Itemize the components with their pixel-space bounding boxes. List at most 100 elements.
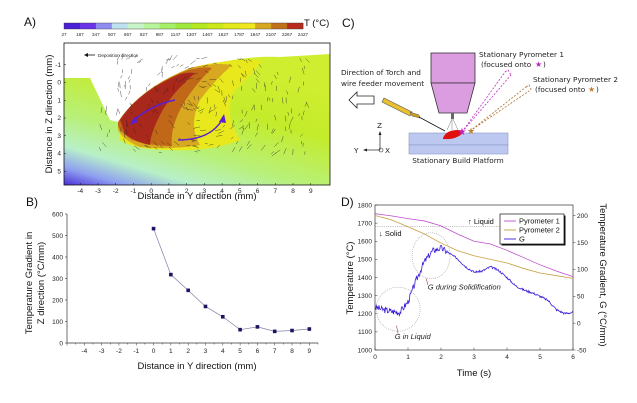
velocity-vector	[272, 128, 276, 134]
velocity-vector	[176, 63, 180, 67]
velocity-vector	[301, 67, 305, 75]
y-tick-label: 1800	[358, 202, 373, 209]
velocity-vector	[231, 80, 234, 87]
velocity-vector	[196, 106, 200, 109]
velocity-vector	[255, 132, 258, 137]
y-tick-label: 400	[52, 254, 63, 261]
panel-d-chart: 100011001200130014001500160017001800-500…	[358, 202, 589, 361]
x-tick-label: 2	[186, 348, 190, 355]
panel-b-ylabel-line1: Temperature Gradient in	[24, 232, 35, 334]
x-tick-label: 5	[238, 188, 242, 195]
x-tick-label: 4	[220, 188, 224, 195]
velocity-vector	[229, 63, 233, 68]
velocity-vector	[100, 107, 103, 113]
y2-tick-label: 50	[577, 294, 585, 301]
z-axis-arrow-icon	[378, 131, 382, 135]
velocity-vector	[255, 78, 260, 83]
x-tick-label: 1	[406, 354, 410, 361]
annotation-pointer	[425, 278, 429, 285]
velocity-vector	[253, 73, 259, 78]
y-tick-label: 1	[57, 97, 61, 104]
x-tick-label: 0	[373, 354, 377, 361]
x-tick-label: 9	[309, 188, 313, 195]
velocity-vector	[121, 53, 124, 60]
velocity-vector	[124, 80, 127, 88]
liquid-region-circle	[375, 286, 421, 332]
velocity-vector	[160, 140, 165, 145]
data-point	[272, 329, 277, 334]
x-tick-label: 7	[273, 348, 277, 355]
x-tick-label: 3	[204, 348, 208, 355]
colorbar-segment	[287, 23, 304, 29]
x-tick-label: -1	[133, 348, 139, 355]
pyrometer-1-label-line2: (focused onto	[481, 60, 532, 69]
velocity-vector	[148, 82, 151, 87]
velocity-vector	[238, 126, 243, 130]
velocity-vector	[129, 102, 133, 107]
velocity-vector	[244, 111, 248, 117]
pyrometer-1-star-icon: ★	[535, 60, 542, 69]
x-tick-label: 0	[152, 348, 156, 355]
velocity-vector	[281, 97, 284, 104]
colorbar-segment	[207, 23, 224, 29]
annotation-liquid: G in Liquid	[395, 332, 432, 341]
colorbar-segment	[127, 23, 144, 29]
build-platform-bottom	[408, 144, 509, 155]
velocity-vector	[163, 89, 167, 95]
velocity-vector	[268, 97, 271, 101]
velocity-vector	[99, 147, 102, 152]
velocity-vector	[168, 119, 173, 126]
velocity-vector	[232, 147, 236, 153]
axis-z-label: Z	[377, 121, 382, 130]
x-tick-label: -4	[81, 348, 87, 355]
y2-tick-label: 100	[577, 267, 588, 274]
velocity-vector	[204, 70, 209, 74]
y-tick-label: -1	[55, 62, 61, 69]
velocity-vector	[258, 64, 262, 68]
velocity-vector	[198, 108, 205, 112]
x-tick-label: 5	[538, 354, 542, 361]
colorbar-tick-label: 1467	[202, 32, 213, 37]
velocity-vector	[208, 106, 212, 114]
x-tick-label: -1	[131, 188, 137, 195]
velocity-vector	[215, 129, 221, 131]
velocity-vector	[99, 124, 103, 130]
panel-d-ylabel: Temperature (°C)	[345, 242, 356, 315]
direction-label-line2: wire feeder movement	[341, 79, 424, 88]
velocity-vector	[132, 148, 136, 152]
colorbar-tick-label: 987	[156, 32, 164, 37]
star-2-icon: ★	[467, 126, 475, 136]
velocity-vector	[281, 136, 284, 143]
velocity-vector	[193, 145, 197, 147]
panel-d-xlabel: Time (s)	[457, 368, 491, 379]
x-tick-label: 6	[256, 348, 260, 355]
x-tick-label: 2	[439, 354, 443, 361]
colorbar-segment	[191, 23, 208, 29]
y-tick-label: 500	[52, 233, 63, 240]
x-tick-label: 5	[238, 348, 242, 355]
velocity-vector	[256, 124, 259, 131]
velocity-vector	[237, 65, 241, 69]
velocity-vector	[196, 77, 201, 81]
x-tick-label: -4	[77, 188, 83, 195]
colorbar-tick-label: 1147	[171, 32, 181, 37]
velocity-vector	[271, 81, 273, 85]
velocity-vector	[171, 125, 176, 129]
velocity-vector	[241, 73, 247, 78]
axis-y-label: Y	[353, 146, 359, 155]
velocity-vector	[165, 57, 170, 64]
panel-b-xlabel: Distance in Y direction (mm)	[138, 361, 257, 372]
velocity-vector	[172, 54, 178, 60]
velocity-vector	[128, 75, 130, 80]
velocity-vector	[241, 127, 245, 135]
velocity-vector	[190, 60, 196, 65]
deposition-direction-label: Deposition direction	[98, 53, 139, 58]
velocity-vector	[199, 129, 207, 132]
pyrometer-1-beam	[461, 69, 512, 133]
velocity-vector	[193, 107, 196, 111]
velocity-vector	[154, 108, 159, 114]
velocity-vector	[187, 122, 191, 125]
velocity-vector	[128, 90, 131, 95]
pyrometer-1-paren: )	[543, 60, 546, 69]
velocity-vector	[246, 144, 252, 150]
